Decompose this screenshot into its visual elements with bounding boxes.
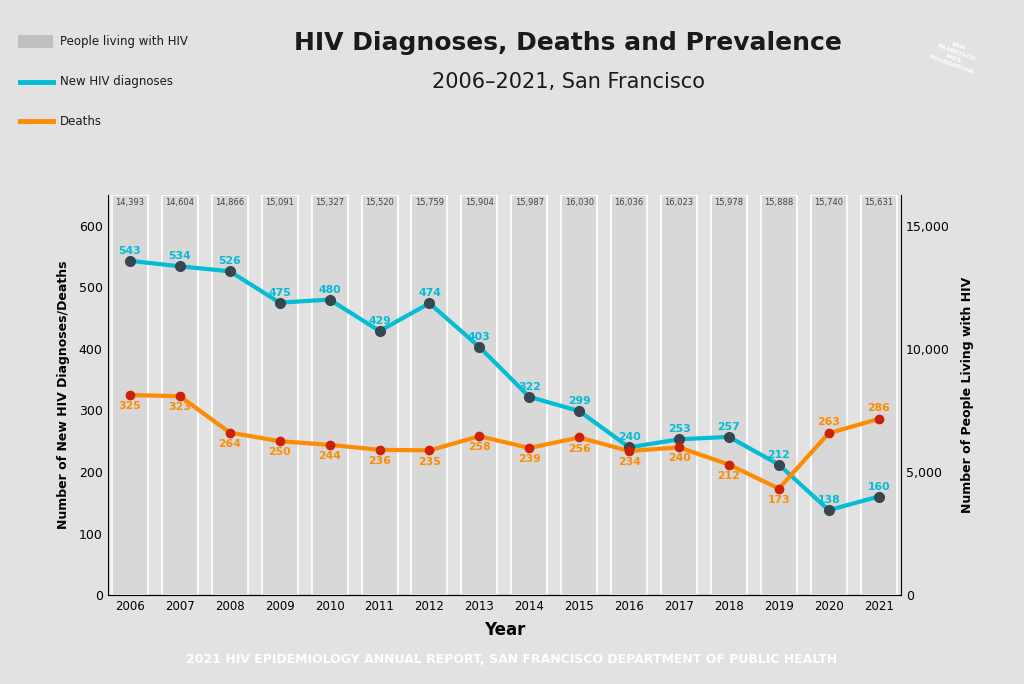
Text: 15,978: 15,978 xyxy=(715,198,743,207)
Bar xyxy=(662,195,697,595)
Bar xyxy=(262,195,298,595)
Text: 212: 212 xyxy=(718,471,740,481)
Text: 16,023: 16,023 xyxy=(665,198,693,207)
Text: 14,866: 14,866 xyxy=(215,198,245,207)
X-axis label: Year: Year xyxy=(483,621,525,640)
Text: 15,327: 15,327 xyxy=(315,198,344,207)
Text: 2021 HIV EPIDEMIOLOGY ANNUAL REPORT, SAN FRANCISCO DEPARTMENT OF PUBLIC HEALTH: 2021 HIV EPIDEMIOLOGY ANNUAL REPORT, SAN… xyxy=(186,653,838,666)
Text: 15,631: 15,631 xyxy=(864,198,893,207)
Bar xyxy=(711,195,746,595)
Y-axis label: Number of People Living with HIV: Number of People Living with HIV xyxy=(961,277,974,513)
Text: 16,030: 16,030 xyxy=(564,198,594,207)
Text: 15,091: 15,091 xyxy=(265,198,294,207)
Text: HIV Diagnoses, Deaths and Prevalence: HIV Diagnoses, Deaths and Prevalence xyxy=(294,31,843,55)
Text: 16,036: 16,036 xyxy=(614,198,644,207)
Text: 240: 240 xyxy=(668,453,690,464)
Text: 263: 263 xyxy=(817,417,840,427)
Bar xyxy=(611,195,647,595)
Bar xyxy=(412,195,447,595)
Bar xyxy=(311,195,347,595)
Text: People living with HIV: People living with HIV xyxy=(59,35,187,49)
Text: 250: 250 xyxy=(268,447,291,458)
Text: 15,987: 15,987 xyxy=(515,198,544,207)
Text: New HIV diagnoses: New HIV diagnoses xyxy=(59,75,173,88)
Text: 253: 253 xyxy=(668,424,690,434)
Bar xyxy=(112,195,147,595)
Text: 15,888: 15,888 xyxy=(764,198,794,207)
Bar xyxy=(561,195,597,595)
Bar xyxy=(361,195,397,595)
Text: 258: 258 xyxy=(468,443,490,452)
Text: 286: 286 xyxy=(867,403,890,413)
Bar xyxy=(162,195,198,595)
Text: 14,393: 14,393 xyxy=(116,198,144,207)
Text: 403: 403 xyxy=(468,332,490,342)
Bar xyxy=(811,195,847,595)
Text: 244: 244 xyxy=(318,451,341,461)
Text: 325: 325 xyxy=(119,401,141,411)
Text: 160: 160 xyxy=(867,482,890,492)
Text: 475: 475 xyxy=(268,288,291,298)
Bar xyxy=(462,195,498,595)
Text: 235: 235 xyxy=(418,457,440,466)
Text: 526: 526 xyxy=(218,256,242,266)
Text: 299: 299 xyxy=(568,396,591,406)
Text: 15,904: 15,904 xyxy=(465,198,494,207)
Text: Deaths: Deaths xyxy=(59,115,101,128)
Text: 234: 234 xyxy=(617,457,641,467)
Text: 322: 322 xyxy=(518,382,541,392)
Text: 429: 429 xyxy=(369,316,391,326)
Text: 534: 534 xyxy=(169,252,191,261)
Text: 257: 257 xyxy=(718,422,740,432)
Text: 236: 236 xyxy=(368,456,391,466)
Text: 138: 138 xyxy=(817,495,840,505)
Text: 480: 480 xyxy=(318,285,341,295)
Text: 264: 264 xyxy=(218,438,242,449)
Y-axis label: Number of New HIV Diagnoses/Deaths: Number of New HIV Diagnoses/Deaths xyxy=(57,261,71,529)
Bar xyxy=(861,195,897,595)
Text: 173: 173 xyxy=(767,495,791,505)
Text: 240: 240 xyxy=(617,432,640,443)
Bar xyxy=(18,35,53,48)
Text: 15,520: 15,520 xyxy=(366,198,394,207)
Text: 2006–2021, San Francisco: 2006–2021, San Francisco xyxy=(432,72,705,92)
Text: 543: 543 xyxy=(119,246,141,256)
Text: 239: 239 xyxy=(518,454,541,464)
Text: 256: 256 xyxy=(568,444,591,453)
Text: 474: 474 xyxy=(418,289,441,298)
Bar xyxy=(511,195,547,595)
Bar xyxy=(761,195,797,595)
Bar xyxy=(212,195,248,595)
Text: SAN
FRANCISCO
AIDS
FOUNDATION: SAN FRANCISCO AIDS FOUNDATION xyxy=(928,36,981,75)
Text: 15,740: 15,740 xyxy=(814,198,843,207)
Text: 14,604: 14,604 xyxy=(166,198,195,207)
Text: 15,759: 15,759 xyxy=(415,198,444,207)
Text: 212: 212 xyxy=(767,449,791,460)
Text: 323: 323 xyxy=(169,402,191,412)
